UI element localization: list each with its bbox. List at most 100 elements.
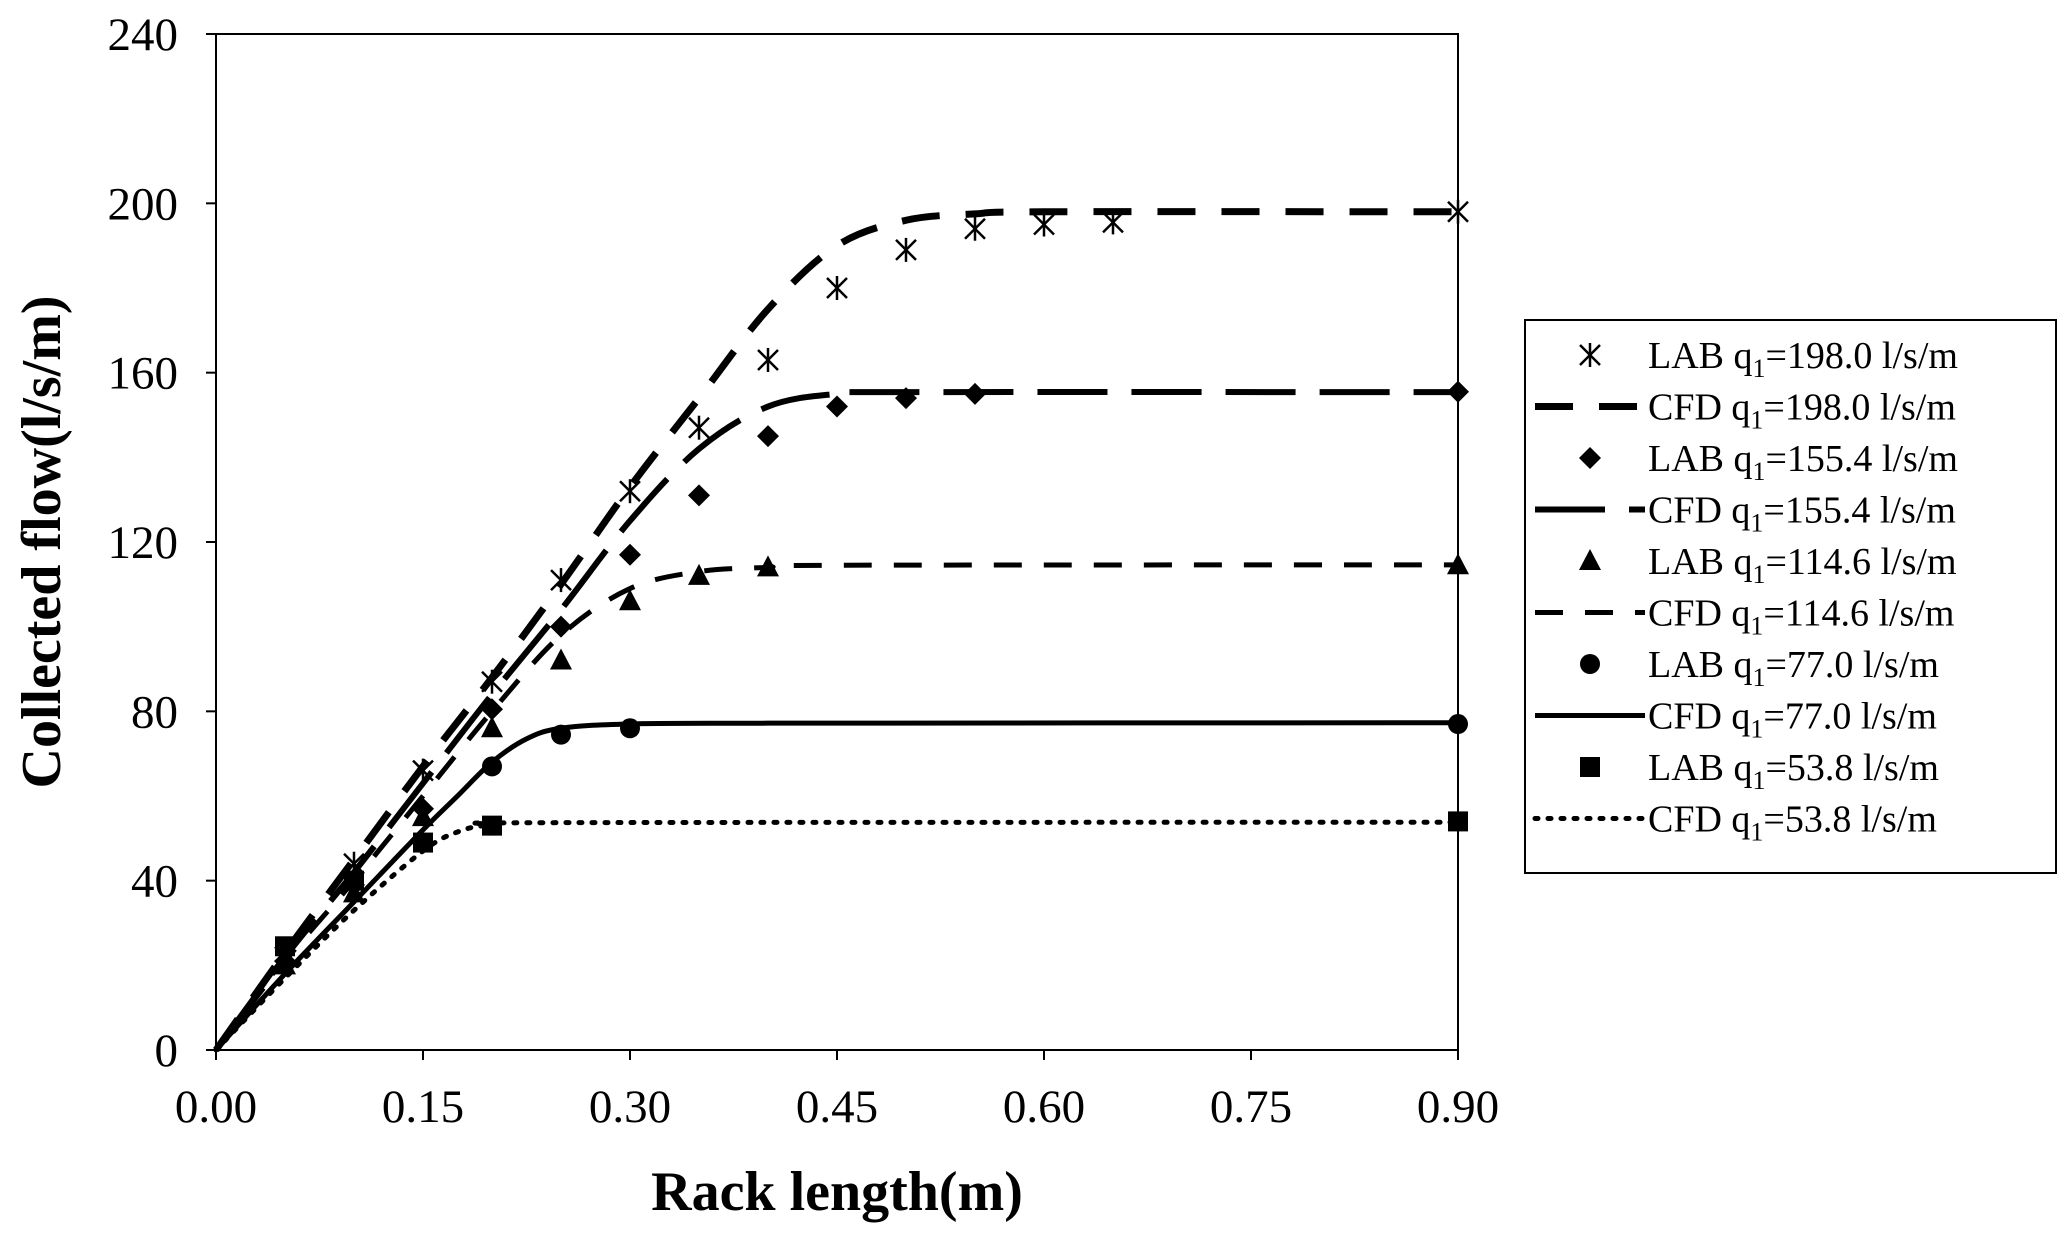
data-point-circle xyxy=(551,724,571,745)
y-tick-label: 40 xyxy=(131,856,178,908)
legend-label-prefix: CFD q xyxy=(1648,593,1750,635)
series-layer xyxy=(213,199,1469,1053)
legend-label-subscript: 1 xyxy=(1753,663,1766,692)
data-point-asterisk xyxy=(688,415,710,440)
legend-marker-square xyxy=(1580,757,1600,777)
data-point-diamond xyxy=(550,615,572,638)
data-point-asterisk xyxy=(412,758,434,783)
axes-layer: 0.00 0.15 0.30 0.45 0.60 0.75 0.90 0 40 80 120 160 2… xyxy=(108,9,1500,1133)
data-point-triangle xyxy=(688,563,710,585)
legend-entry-label: CFD q1=53.8 l/s/m xyxy=(1648,799,1937,847)
data-point-asterisk xyxy=(619,479,641,504)
x-tick-label: 0.00 xyxy=(175,1081,257,1133)
y-tick-label: 0 xyxy=(155,1025,179,1077)
data-point-asterisk xyxy=(481,669,503,694)
legend-marker-diamond xyxy=(1579,447,1601,469)
legend-entry-label: LAB q1=114.6 l/s/m xyxy=(1648,541,1957,589)
legend-entry-label: LAB q1=53.8 l/s/m xyxy=(1648,747,1939,795)
legend-entry-label: LAB q1=77.0 l/s/m xyxy=(1648,644,1939,692)
legend-label-suffix: =155.4 l/s/m xyxy=(1763,490,1955,532)
legend-label-subscript: 1 xyxy=(1753,766,1766,795)
y-tick-label: 240 xyxy=(108,9,179,61)
x-tick-label: 0.30 xyxy=(589,1081,671,1133)
data-point-triangle xyxy=(343,881,365,903)
x-tick-label: 0.45 xyxy=(796,1081,878,1133)
data-point-asterisk xyxy=(757,347,779,372)
legend-marker-triangle xyxy=(1579,549,1601,570)
data-point-diamond xyxy=(895,387,917,410)
data-point-asterisk xyxy=(1033,212,1055,237)
data-point-triangle xyxy=(619,589,641,611)
x-tick-label: 0.15 xyxy=(382,1081,464,1133)
legend-label-suffix: =198.0 l/s/m xyxy=(1763,387,1955,429)
legend-entry-label: CFD q1=155.4 l/s/m xyxy=(1648,490,1956,538)
x-tick-label: 0.60 xyxy=(1003,1081,1085,1133)
x-tick-label: 0.75 xyxy=(1210,1081,1292,1133)
legend-label-subscript: 1 xyxy=(1750,715,1763,744)
y-tick-label: 80 xyxy=(131,686,178,738)
legend-label-subscript: 1 xyxy=(1750,509,1763,538)
legend-entry-label: LAB q1=198.0 l/s/m xyxy=(1648,335,1958,383)
y-tick-label: 200 xyxy=(108,178,179,230)
data-point-diamond xyxy=(826,395,848,418)
legend-label-prefix: CFD q xyxy=(1648,799,1750,841)
data-point-diamond xyxy=(619,543,641,566)
data-point-diamond xyxy=(688,484,710,507)
data-point-diamond xyxy=(964,382,986,405)
legend-label-prefix: CFD q xyxy=(1648,387,1750,429)
data-point-triangle xyxy=(757,555,779,577)
legend-label-subscript: 1 xyxy=(1750,818,1763,847)
data-point-circle xyxy=(482,756,502,777)
data-point-square xyxy=(344,870,364,891)
legend-marker-asterisk xyxy=(1579,343,1601,367)
legend-label-suffix: =53.8 l/s/m xyxy=(1763,799,1936,841)
data-point-diamond xyxy=(481,698,503,721)
y-axis-title: Collected flow(l/s/m) xyxy=(11,296,73,789)
data-point-asterisk xyxy=(895,237,917,262)
legend-label-prefix: LAB q xyxy=(1648,541,1753,583)
data-point-asterisk xyxy=(1102,210,1124,235)
legend-label-prefix: CFD q xyxy=(1648,696,1750,738)
y-tick-label: 120 xyxy=(108,517,179,569)
y-tick-label: 160 xyxy=(108,348,179,400)
legend-label-suffix: =114.6 l/s/m xyxy=(1763,593,1954,635)
legend-label-subscript: 1 xyxy=(1753,457,1766,486)
legend-entry-label: CFD q1=114.6 l/s/m xyxy=(1648,593,1954,641)
legend-label-subscript: 1 xyxy=(1750,612,1763,641)
data-point-triangle xyxy=(1447,553,1469,575)
data-point-diamond xyxy=(757,425,779,448)
legend-label-suffix: =114.6 l/s/m xyxy=(1766,541,1957,583)
data-point-asterisk xyxy=(1447,199,1469,224)
data-point-square xyxy=(275,936,295,957)
legend-label-subscript: 1 xyxy=(1753,560,1766,589)
legend-label-prefix: LAB q xyxy=(1648,644,1753,686)
legend-label-prefix: CFD q xyxy=(1648,490,1750,532)
legend-label-suffix: =53.8 l/s/m xyxy=(1766,747,1939,789)
data-point-asterisk xyxy=(550,568,572,593)
legend-label-suffix: =198.0 l/s/m xyxy=(1766,335,1958,377)
data-point-square xyxy=(413,832,433,853)
legend-box xyxy=(1524,319,2057,874)
series-line-1 xyxy=(213,208,1459,1053)
data-point-diamond xyxy=(1447,380,1469,403)
legend-label-prefix: LAB q xyxy=(1648,335,1753,377)
legend-label-subscript: 1 xyxy=(1750,406,1763,435)
legend-label-prefix: LAB q xyxy=(1648,438,1753,480)
legend-marker-circle xyxy=(1580,654,1600,674)
data-point-asterisk xyxy=(826,276,848,300)
legend-entry-label: CFD q1=77.0 l/s/m xyxy=(1648,696,1937,744)
legend-label-suffix: =155.4 l/s/m xyxy=(1766,438,1958,480)
data-point-square xyxy=(482,815,502,836)
plot-area-border xyxy=(215,33,1459,1051)
series-line-7 xyxy=(214,720,1459,1052)
data-point-circle xyxy=(1448,714,1468,735)
data-point-triangle xyxy=(412,805,434,827)
x-tick-label: 0.90 xyxy=(1417,1081,1499,1133)
data-point-square xyxy=(1448,811,1468,832)
data-point-circle xyxy=(620,718,640,739)
x-axis-title: Rack length(m) xyxy=(651,1161,1023,1223)
legend-entry-label: CFD q1=198.0 l/s/m xyxy=(1648,387,1956,435)
data-point-triangle xyxy=(481,716,503,738)
